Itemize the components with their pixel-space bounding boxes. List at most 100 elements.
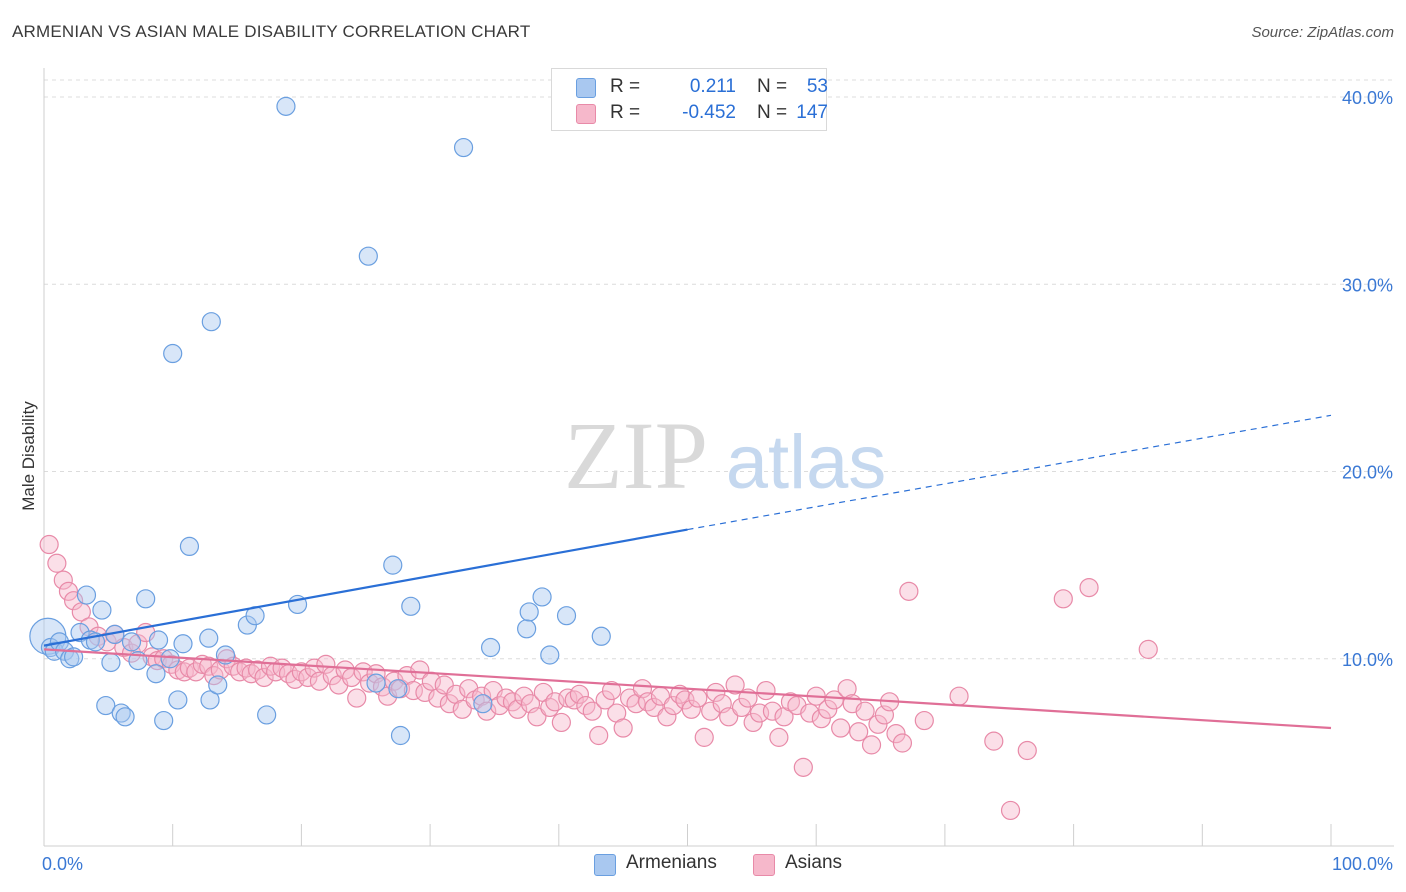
- armenian-point: [366, 673, 386, 693]
- asian-point: [892, 733, 913, 753]
- asian-point: [601, 680, 622, 701]
- legend-r-label: R =: [610, 76, 641, 97]
- asian-trend-line: [43, 648, 1332, 730]
- armenian-point: [168, 690, 188, 710]
- trend-lines: [43, 414, 1332, 730]
- asian-point: [514, 686, 534, 706]
- asian-point: [47, 553, 67, 573]
- asian-point: [849, 722, 869, 742]
- asian-point: [569, 684, 589, 704]
- armenian-point: [401, 596, 421, 616]
- asian-point: [793, 757, 813, 777]
- axis-labels: 10.0% 20.0% 30.0% 40.0% 0.0% 100.0% Male Disab…: [19, 88, 1393, 874]
- asian-point: [347, 688, 367, 708]
- axes: [43, 68, 1394, 847]
- y-tick-label: 40.0%: [1342, 88, 1393, 108]
- armenian-point: [101, 652, 121, 673]
- watermark-zip: ZIP: [564, 402, 708, 509]
- armenian-point: [276, 96, 296, 116]
- y-tick-label: 10.0%: [1342, 650, 1393, 670]
- asian-point: [564, 690, 584, 710]
- armenian-trend-line: [43, 528, 688, 647]
- asian-point: [1053, 589, 1073, 609]
- armenian-point: [208, 675, 228, 695]
- watermark-atlas: atlas: [726, 420, 887, 505]
- asian-point: [818, 699, 838, 719]
- asian-point: [582, 701, 602, 721]
- armenian-point: [453, 137, 474, 158]
- asian-point: [595, 690, 615, 710]
- asian-point: [762, 701, 783, 721]
- asian-point: [589, 725, 609, 746]
- asian-point: [452, 699, 472, 719]
- armenian-point: [200, 690, 220, 710]
- asian-point: [984, 731, 1004, 751]
- asian-point: [914, 710, 934, 731]
- armenian-point: [179, 536, 200, 557]
- asian-point: [128, 634, 148, 654]
- legend-swatch-asians: [753, 854, 775, 876]
- armenian-point: [201, 312, 221, 332]
- asian-point: [254, 667, 274, 688]
- x-tick-label-max: 100.0%: [1332, 854, 1393, 874]
- data-points: [29, 96, 1158, 821]
- asian-point: [558, 688, 578, 708]
- armenian-point: [76, 585, 97, 605]
- asian-point: [1017, 740, 1037, 761]
- armenian-point: [473, 694, 493, 714]
- asian-point: [199, 656, 219, 676]
- legend-label-armenians: Armenians: [626, 852, 717, 873]
- legend-label-asians: Asians: [785, 852, 843, 873]
- asian-point: [1138, 639, 1158, 659]
- armenian-point: [358, 246, 378, 266]
- asian-point: [824, 690, 844, 710]
- asian-point: [855, 701, 875, 721]
- asian-point: [316, 654, 336, 674]
- armenian-point: [383, 555, 403, 575]
- asian-point: [800, 703, 820, 723]
- armenian-point: [121, 632, 142, 652]
- armenian-point: [148, 630, 169, 650]
- asian-point: [644, 697, 664, 718]
- legend-n-label: N =: [757, 102, 788, 123]
- asian-point: [298, 667, 318, 688]
- armenian-point: [257, 705, 277, 725]
- asian-point: [174, 662, 194, 682]
- asian-point: [831, 718, 851, 738]
- armenian-point: [92, 600, 112, 620]
- legend-swatch-asians: [576, 104, 596, 124]
- armenian-point: [519, 602, 539, 622]
- armenian-point: [390, 725, 411, 746]
- asian-point: [701, 701, 721, 721]
- armenian-point: [388, 679, 408, 699]
- armenian-point: [115, 707, 135, 727]
- armenian-point: [160, 649, 180, 669]
- asian-point: [868, 714, 888, 734]
- x-tick-label-min: 0.0%: [42, 854, 83, 874]
- source-label: Source: ZipAtlas.com: [1251, 24, 1394, 41]
- asian-point: [861, 735, 882, 755]
- legend-r-label: R =: [610, 102, 641, 123]
- legend-n-value: 147: [796, 102, 828, 123]
- armenian-point: [96, 695, 116, 716]
- y-tick-label: 30.0%: [1342, 275, 1393, 295]
- correlation-legend: R = 0.211 N = 53 R = -0.452 N = 147: [551, 68, 828, 131]
- asian-point: [58, 581, 79, 601]
- armenian-point: [540, 645, 560, 665]
- armenian-point: [173, 634, 193, 654]
- asian-point: [39, 534, 59, 555]
- grid-lines: [44, 79, 1394, 660]
- armenian-point: [154, 710, 174, 731]
- legend-r-value: -0.452: [682, 102, 736, 123]
- asian-point: [410, 660, 430, 680]
- asian-point: [949, 686, 969, 706]
- armenian-point: [70, 622, 90, 643]
- asian-point: [663, 695, 683, 716]
- chart-title: ARMENIAN VS ASIAN MALE DISABILITY CORREL…: [12, 22, 531, 41]
- legend-n-label: N =: [757, 76, 788, 97]
- armenian-point: [199, 628, 219, 648]
- asian-point: [1000, 800, 1021, 821]
- asian-point: [731, 697, 752, 718]
- asian-point: [670, 684, 690, 704]
- armenian-point: [111, 703, 131, 723]
